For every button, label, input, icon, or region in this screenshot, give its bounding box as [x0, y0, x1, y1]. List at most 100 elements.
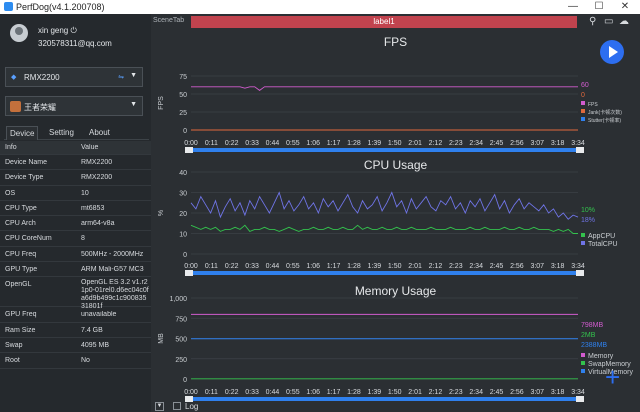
undefined-timeline-handle-start[interactable]: [185, 147, 193, 153]
undefined-series-0-line: [190, 224, 578, 234]
undefined-x-tick: 0:22: [225, 263, 239, 270]
undefined-timeline-handle-end[interactable]: [576, 270, 584, 276]
undefined-x-tick: 0:44: [266, 263, 280, 270]
undefined-timeline-handle-start[interactable]: [185, 396, 193, 402]
undefined-current-value: 798MB: [581, 322, 604, 329]
undefined-legend-swatch: [581, 109, 585, 113]
undefined-timeline-handle-end[interactable]: [576, 396, 584, 402]
chart-panel: SceneTab label1 ⚲ ▭ ☁ FPS CPU Usage Memo…: [151, 14, 640, 412]
undefined-y-label: %: [158, 210, 165, 216]
row-key: Device Type: [5, 174, 44, 182]
undefined-x-tick: 0:33: [245, 389, 259, 396]
undefined-x-tick: 3:07: [530, 140, 544, 147]
undefined-x-tick: 1:50: [388, 389, 402, 396]
tab-about[interactable]: About: [89, 128, 110, 137]
undefined-y-tick: 250: [175, 357, 187, 364]
maximize-button[interactable]: ☐: [594, 1, 604, 12]
undefined-x-tick: 1:17: [327, 263, 341, 270]
undefined-y-tick: 1,000: [169, 296, 187, 303]
undefined-current-value: 0: [581, 92, 585, 99]
row-value: 10: [81, 189, 89, 197]
undefined-x-tick: 1:28: [347, 389, 361, 396]
undefined-timeline-slider[interactable]: [187, 271, 582, 275]
undefined-timeline-handle-end[interactable]: [576, 147, 584, 153]
app-select[interactable]: 王者荣耀 ▼: [5, 96, 143, 116]
table-row: OS 10: [0, 186, 151, 201]
cpu-chart-title: CPU Usage: [363, 158, 428, 172]
cloud-icon[interactable]: ☁: [619, 16, 629, 27]
undefined-x-tick: 3:34: [571, 263, 585, 270]
undefined-y-tick: 10: [179, 232, 187, 239]
undefined-legend-swatch: [581, 241, 585, 245]
scene-label-bar[interactable]: label1: [191, 16, 577, 28]
table-row: CPU CoreNum 8: [0, 231, 151, 247]
row-value: ARM Mali-G57 MC3: [81, 266, 144, 274]
undefined-y-tick: 25: [179, 110, 187, 117]
row-key: CPU CoreNum: [5, 235, 52, 243]
left-panel: xin geng ⏻ 320578311@qq.com ◆ RMX2200 ⇋ …: [0, 14, 151, 412]
user-name: xin geng ⏻: [38, 26, 77, 35]
row-value: OpenGL ES 3.2 v1.r21p0-01rel0.d6ec04c0fa…: [81, 279, 149, 311]
connection-icon[interactable]: ⇋: [118, 74, 124, 81]
undefined-x-tick: 0:55: [286, 263, 300, 270]
undefined-x-tick: 2:56: [510, 389, 524, 396]
app-select-label: 王者荣耀: [24, 103, 56, 112]
undefined-x-tick: 1:17: [327, 140, 341, 147]
row-key: CPU Freq: [5, 250, 37, 258]
folder-icon[interactable]: ▭: [604, 16, 614, 27]
undefined-legend-label: FPS: [588, 102, 598, 108]
table-row: Device Type RMX2200: [0, 170, 151, 186]
undefined-x-tick: 1:50: [388, 263, 402, 270]
undefined-y-label: MB: [158, 333, 165, 344]
minimize-button[interactable]: —: [568, 1, 578, 12]
tab-device[interactable]: Device: [6, 126, 39, 140]
undefined-timeline-slider[interactable]: [187, 148, 582, 152]
undefined-x-tick: 3:18: [551, 263, 565, 270]
undefined-x-tick: 1:06: [306, 263, 320, 270]
app-logo-icon: [4, 2, 13, 11]
avatar[interactable]: [10, 24, 28, 42]
undefined-x-tick: 2:45: [490, 389, 504, 396]
undefined-timeline-slider[interactable]: [187, 397, 582, 401]
undefined-legend-swatch: [581, 369, 585, 373]
undefined-x-tick: 3:07: [530, 263, 544, 270]
table-row: Root No: [0, 353, 151, 369]
undefined-x-tick: 1:28: [347, 263, 361, 270]
close-button[interactable]: ✕: [620, 1, 630, 12]
undefined-y-tick: 0: [183, 252, 187, 259]
undefined-x-tick: 3:07: [530, 389, 544, 396]
undefined-legend-label: AppCPU: [588, 233, 615, 240]
location-icon[interactable]: ⚲: [589, 16, 597, 27]
row-key: Ram Size: [5, 326, 36, 334]
undefined-x-tick: 3:18: [551, 140, 565, 147]
add-icon[interactable]: +: [605, 362, 621, 392]
undefined-y-label: FPS: [158, 96, 165, 110]
table-row: Swap 4095 MB: [0, 338, 151, 354]
header-value: Value: [81, 144, 99, 151]
fps-chart-title: FPS: [383, 35, 408, 49]
tab-setting[interactable]: Setting: [49, 128, 74, 137]
undefined-timeline-handle-start[interactable]: [185, 270, 193, 276]
undefined-current-value: 60: [581, 82, 589, 89]
bottom-bar: ▼ Log: [151, 402, 640, 412]
undefined-legend-swatch: [581, 117, 585, 121]
undefined-x-tick: 2:01: [408, 389, 422, 396]
table-row: GPU Freq unavailable: [0, 307, 151, 323]
power-icon[interactable]: ⏻: [70, 26, 77, 35]
undefined-x-tick: 0:11: [205, 263, 218, 270]
undefined-x-tick: 1:28: [347, 140, 361, 147]
collapse-toggle[interactable]: ▼: [155, 402, 164, 411]
device-info-table: Info Value Device Name RMX2200 Device Type…: [0, 141, 151, 369]
row-value: 7.4 GB: [81, 326, 103, 334]
undefined-legend-label: TotalCPU: [588, 241, 618, 248]
log-checkbox[interactable]: [173, 402, 181, 410]
row-key: GPU Freq: [5, 311, 37, 319]
device-select[interactable]: ◆ RMX2200 ⇋ ▼: [5, 67, 143, 87]
play-button[interactable]: [600, 40, 624, 64]
undefined-x-tick: 2:34: [469, 263, 483, 270]
scene-tab-label[interactable]: SceneTab: [153, 17, 185, 24]
app-icon: [10, 101, 21, 112]
user-info: xin geng ⏻ 320578311@qq.com: [0, 14, 151, 58]
row-key: GPU Type: [5, 266, 38, 274]
